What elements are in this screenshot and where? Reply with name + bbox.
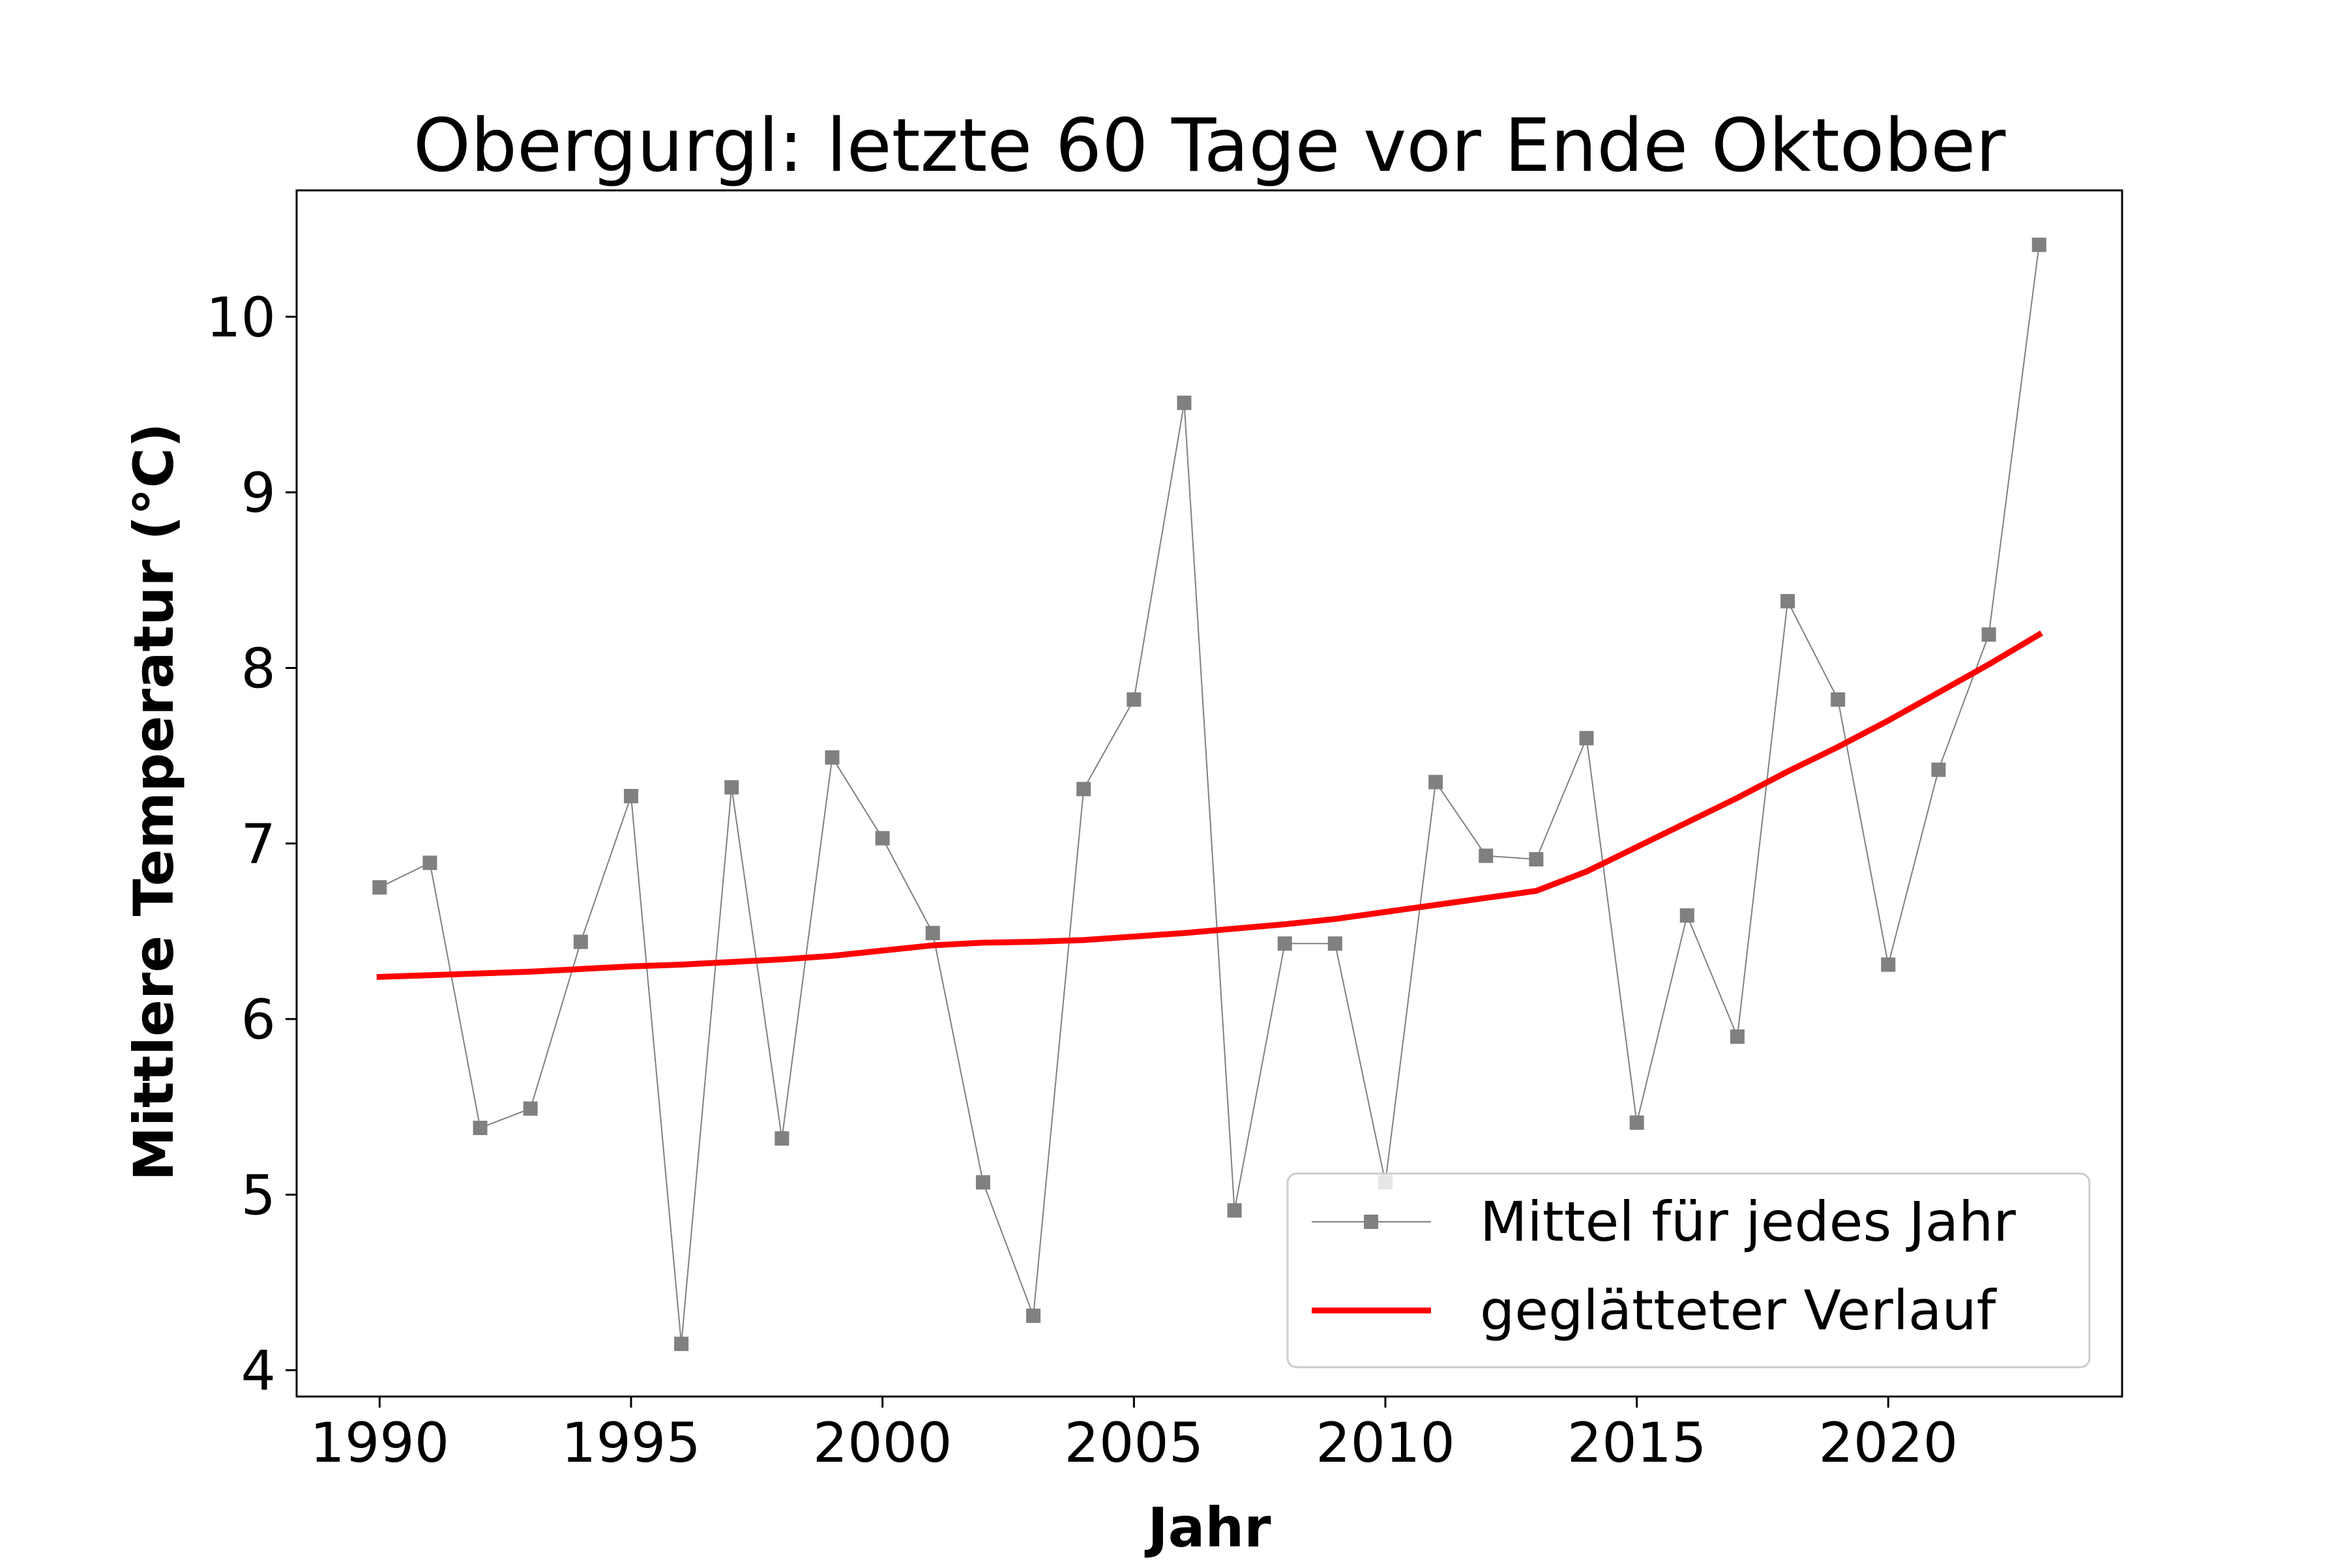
data-point-yearly-mean <box>1881 957 1896 972</box>
data-point-yearly-mean <box>1981 627 1996 642</box>
data-point-yearly-mean <box>372 880 387 895</box>
data-point-yearly-mean <box>1831 692 1846 707</box>
y-tick-label: 6 <box>241 988 276 1052</box>
legend-square-marker-swatch <box>1364 1215 1378 1229</box>
x-tick-label: 2020 <box>1818 1411 1958 1475</box>
data-point-yearly-mean <box>775 1131 790 1146</box>
x-tick-label: 2015 <box>1567 1411 1707 1475</box>
data-point-yearly-mean <box>1428 775 1443 790</box>
chart-title: Obergurgl: letzte 60 Tage vor Ende Oktob… <box>413 104 2007 188</box>
data-point-yearly-mean <box>2031 237 2046 252</box>
x-tick-label: 1995 <box>561 1411 701 1475</box>
data-point-yearly-mean <box>1026 1309 1041 1324</box>
data-point-yearly-mean <box>1931 762 1946 777</box>
x-tick-label: 2005 <box>1064 1411 1203 1475</box>
data-point-yearly-mean <box>724 780 739 795</box>
data-point-yearly-mean <box>975 1175 990 1190</box>
data-point-yearly-mean <box>1127 692 1142 707</box>
data-point-yearly-mean <box>925 926 940 941</box>
y-tick-label: 5 <box>241 1163 276 1227</box>
legend-entry-yearly-mean: Mittel für jedes Jahr <box>1312 1190 2016 1254</box>
x-axis-label: Jahr <box>1144 1496 1271 1560</box>
x-tick-label: 2000 <box>813 1411 952 1475</box>
data-point-yearly-mean <box>573 934 588 949</box>
x-tick-label: 2010 <box>1316 1411 1455 1475</box>
data-point-yearly-mean <box>1679 908 1694 923</box>
y-tick-label: 4 <box>241 1339 276 1403</box>
legend-box <box>1286 1172 2091 1368</box>
data-point-yearly-mean <box>1529 851 1544 866</box>
data-point-yearly-mean <box>1780 594 1795 609</box>
y-tick-label: 10 <box>206 286 276 349</box>
data-point-yearly-mean <box>1579 731 1594 746</box>
y-tick-label: 8 <box>241 636 276 700</box>
data-point-yearly-mean <box>523 1101 538 1116</box>
data-point-yearly-mean <box>825 750 840 765</box>
data-point-yearly-mean <box>1277 936 1292 951</box>
data-point-yearly-mean <box>623 789 638 804</box>
y-tick-label: 9 <box>241 461 276 525</box>
data-point-yearly-mean <box>1327 936 1342 951</box>
y-axis-label: Mittlere Temperatur (°C) <box>122 423 186 1181</box>
legend-label-yearly-mean: Mittel für jedes Jahr <box>1480 1190 2016 1254</box>
data-point-yearly-mean <box>875 831 890 846</box>
y-tick-label: 7 <box>241 812 276 876</box>
data-point-yearly-mean <box>674 1337 689 1352</box>
x-tick-label: 1990 <box>310 1411 449 1475</box>
data-point-yearly-mean <box>1730 1029 1745 1044</box>
series-line-yearly-mean <box>379 244 2040 1344</box>
legend-entry-smoothed: geglätteter Verlauf <box>1312 1279 1998 1342</box>
legend: Mittel für jedes Jahr geglätteter Verlau… <box>1286 1172 2091 1368</box>
legend-label-smoothed: geglätteter Verlauf <box>1480 1279 1998 1342</box>
data-point-yearly-mean <box>473 1120 488 1135</box>
data-point-yearly-mean <box>1227 1203 1242 1218</box>
plot-area-frame <box>295 189 2123 1398</box>
data-point-yearly-mean <box>1629 1115 1644 1130</box>
data-point-yearly-mean <box>1177 395 1192 410</box>
series-line-smoothed <box>376 630 2043 981</box>
data-point-yearly-mean <box>1076 782 1091 797</box>
data-point-yearly-mean <box>1479 848 1494 863</box>
data-point-yearly-mean <box>422 855 437 870</box>
